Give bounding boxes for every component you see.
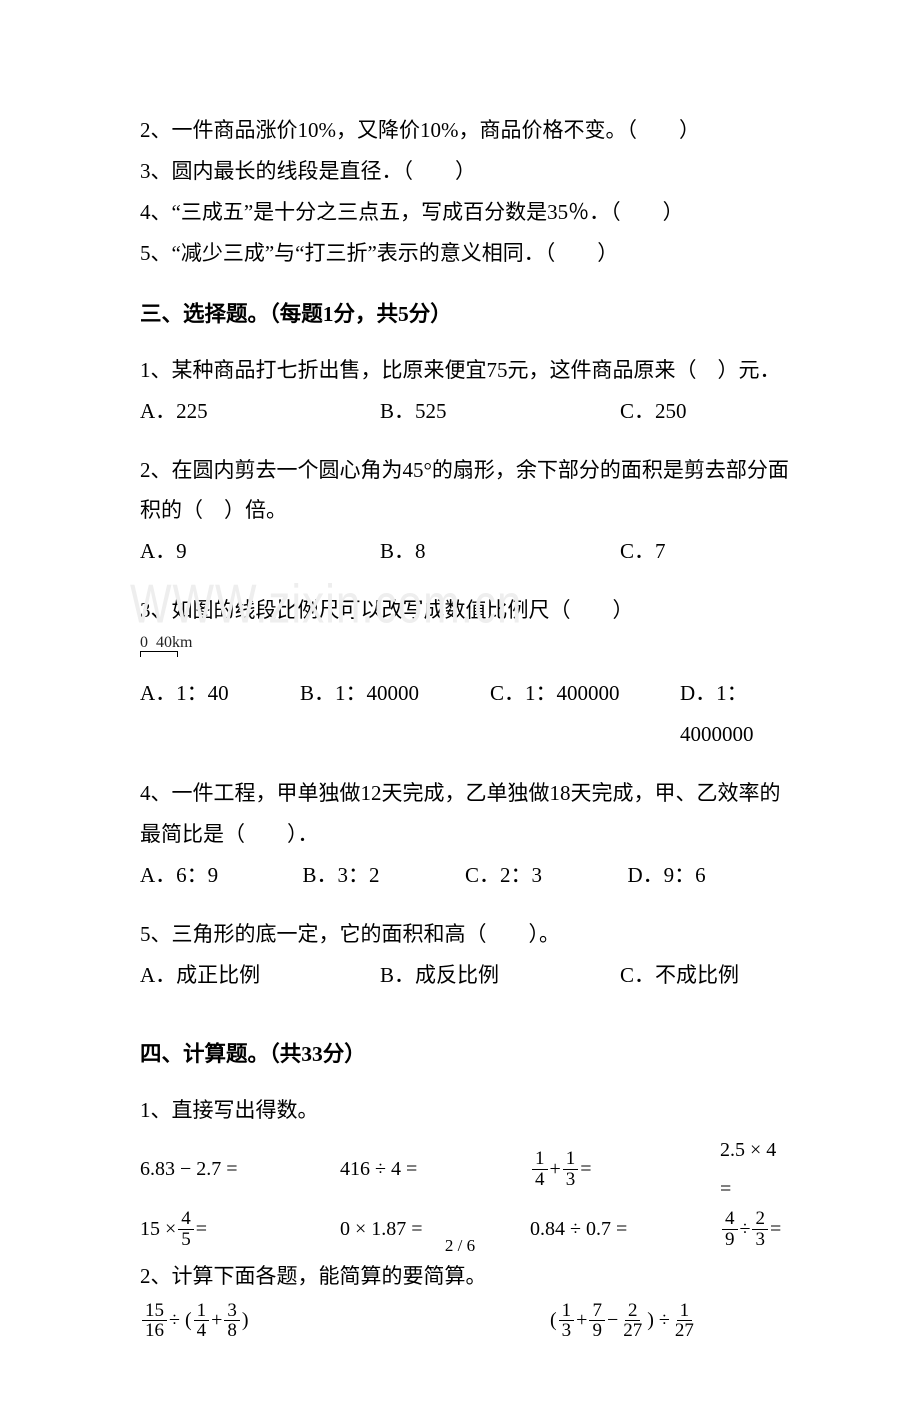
section-4-title: 四、计算题。（共33分） [140,1034,790,1076]
choice-q1-b: B．525 [380,391,620,432]
choice-q3-stem: 3、如图的线段比例尺可以改写成数值比例尺（ ） [140,590,790,631]
page-content: 2、一件商品涨价10%，又降价10%，商品价格不变。（ ） 3、圆内最长的线段是… [0,0,920,1401]
page-number: 2 / 6 [0,1236,920,1256]
choice-q4-d: D．9：6 [628,855,791,896]
frac-3-8: 38 [224,1301,240,1342]
choice-q5-c: C．不成比例 [620,955,790,996]
choice-q4-stem: 4、一件工程，甲单独做12天完成，乙单独做18天完成，甲、乙效率的最简比是（ ）… [140,773,790,855]
frac-2-27: 227 [620,1301,645,1342]
scale-bar-icon [140,651,178,657]
choice-q1-options: A．225 B．525 C．250 [140,391,790,432]
choice-q4-c: C．2：3 [465,855,628,896]
choice-q1-c: C．250 [620,391,790,432]
choice-q2-b: B．8 [380,531,620,572]
calc2-row: 1516 ÷ ( 14 + 38 ) ( 13 + 79 − 227 ) ÷ 1… [140,1301,790,1342]
scale-diagram: 0 40km [140,635,790,667]
choice-q1-a: A．225 [140,391,380,432]
calc1-r1-c1: 6.83 − 2.7 = [140,1150,340,1189]
choice-q2-options: A．9 B．8 C．7 [140,531,790,572]
choice-q3-options: A．1：40 B．1：40000 C．1：400000 D．1：4000000 [140,673,790,755]
judge-q4: 4、“三成五”是十分之三点五，写成百分数是35％．（ ） [140,192,790,233]
judge-q5: 5、“减少三成”与“打三折”表示的意义相同．（ ） [140,233,790,274]
choice-q2-stem: 2、在圆内剪去一个圆心角为45°的扇形，余下部分的面积是剪去部分面积的（ ）倍。 [140,450,790,532]
choice-q2-c: C．7 [620,531,790,572]
choice-q5-stem: 5、三角形的底一定，它的面积和高（ ）。 [140,914,790,955]
choice-q1-stem: 1、某种商品打七折出售，比原来便宜75元，这件商品原来（ ）元． [140,350,790,391]
choice-q5-options: A．成正比例 B．成反比例 C．不成比例 [140,955,790,996]
choice-q3-c: C．1：400000 [490,673,680,755]
calc2-title: 2、计算下面各题，能简算的要简算。 [140,1256,790,1297]
calc1-r1-c3: 14 + 13 = [530,1149,720,1190]
calc1-r1-c2: 416 ÷ 4 = [340,1150,530,1189]
frac-1-3b: 13 [559,1301,575,1342]
calc1-title: 1、直接写出得数。 [140,1090,790,1131]
choice-q4-a: A．6：9 [140,855,303,896]
frac-1-4: 14 [532,1149,548,1190]
choice-q3-a: A．1：40 [140,673,300,755]
choice-q5-a: A．成正比例 [140,955,380,996]
choice-q4-b: B．3：2 [303,855,466,896]
calc1-row1: 6.83 − 2.7 = 416 ÷ 4 = 14 + 13 = 2.5 × 4… [140,1131,790,1209]
frac-15-16: 1516 [142,1301,167,1342]
scale-label: 0 40km [140,634,192,651]
calc1-r1-c4: 2.5 × 4 = [720,1131,790,1209]
frac-1-4b: 14 [194,1301,210,1342]
calc2-right: ( 13 + 79 − 227 ) ÷ 127 [550,1301,790,1342]
choice-q5-b: B．成反比例 [380,955,620,996]
choice-q3-b: B．1：40000 [300,673,490,755]
judge-q2: 2、一件商品涨价10%，又降价10%，商品价格不变。（ ） [140,110,790,151]
judge-q3: 3、圆内最长的线段是直径．（ ） [140,151,790,192]
frac-1-27: 127 [672,1301,697,1342]
choice-q2-a: A．9 [140,531,380,572]
section-3-title: 三、选择题。（每题1分，共5分） [140,294,790,336]
choice-q3-d: D．1：4000000 [680,673,790,755]
frac-7-9: 79 [589,1301,605,1342]
calc2-left: 1516 ÷ ( 14 + 38 ) [140,1301,550,1342]
frac-1-3: 13 [563,1149,579,1190]
choice-q4-options: A．6：9 B．3：2 C．2：3 D．9：6 [140,855,790,896]
